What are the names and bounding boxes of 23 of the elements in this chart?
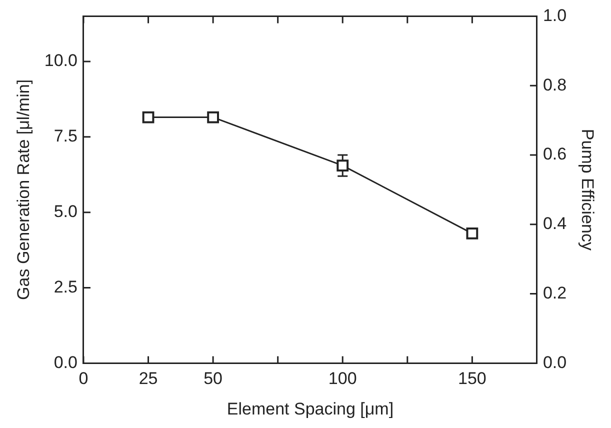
y2-tick-label: 0.4 bbox=[542, 214, 567, 234]
x-tick-label: 0 bbox=[78, 369, 88, 388]
y2-tick-label: 0.6 bbox=[542, 144, 567, 164]
y2-axis-title: Pump Efficiency bbox=[578, 128, 598, 251]
point bbox=[207, 111, 220, 124]
y-tick-label: 2.5 bbox=[54, 277, 78, 296]
y-tick-label: 10.0 bbox=[44, 51, 78, 70]
x-tick-label: 50 bbox=[204, 369, 223, 388]
y2-tick-label: 0.0 bbox=[542, 352, 567, 372]
x-tick-label: 25 bbox=[138, 369, 158, 388]
y-axis-title: Gas Generation Rate [μl/min] bbox=[14, 79, 33, 300]
y-tick-label: 0.0 bbox=[54, 352, 78, 372]
x-axis-title: Element Spacing [μm] bbox=[226, 399, 394, 418]
point bbox=[336, 160, 349, 172]
point bbox=[466, 228, 478, 240]
y-tick-label: 5.0 bbox=[54, 202, 78, 222]
y2-tick-label: 0.2 bbox=[542, 283, 567, 302]
y2-tick-label: 1.0 bbox=[542, 6, 567, 25]
point bbox=[142, 111, 154, 124]
y-tick-label: 7.5 bbox=[54, 126, 78, 146]
x-tick-label: 100 bbox=[328, 369, 357, 388]
y2-tick-label: 0.8 bbox=[542, 75, 567, 94]
x-tick-label: 150 bbox=[458, 369, 486, 388]
